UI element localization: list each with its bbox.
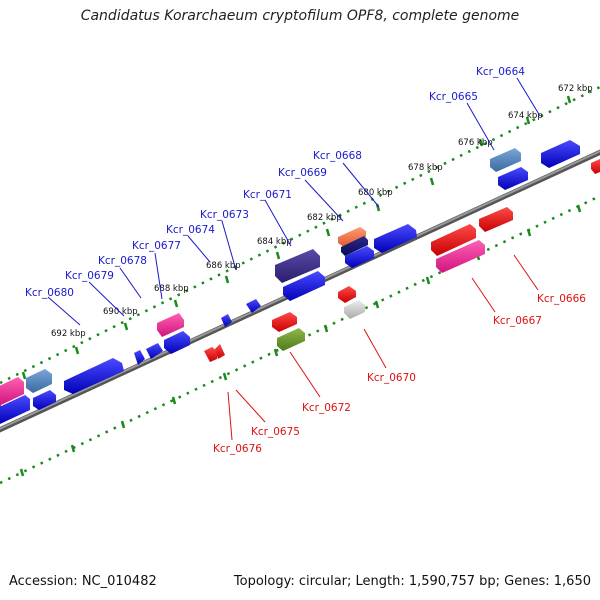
- gene-label: Kcr_0668: [313, 150, 362, 162]
- gene-feature[interactable]: [338, 227, 366, 247]
- gene-feature[interactable]: [272, 312, 297, 332]
- reverse-gene-labels: Kcr_0666 Kcr_0667 Kcr_0670 Kcr_0672 Kcr_…: [213, 293, 586, 455]
- gene-feature[interactable]: [490, 148, 521, 172]
- gene-feature[interactable]: [345, 246, 374, 268]
- reverse-genes: [204, 159, 600, 362]
- tick-label: 676 kbp: [458, 138, 493, 148]
- reverse-leaders: [227, 254, 539, 441]
- gene-feature[interactable]: [0, 377, 24, 405]
- tick-label: 674 kbp: [508, 111, 543, 121]
- outer-tick-track: [0, 85, 600, 385]
- gene-feature[interactable]: [0, 395, 30, 424]
- gene-feature[interactable]: [436, 240, 485, 273]
- gene-feature[interactable]: [146, 343, 163, 359]
- tick-label: 682 kbp: [307, 213, 342, 223]
- gene-label: Kcr_0677: [132, 240, 181, 252]
- gene-feature[interactable]: [541, 140, 580, 168]
- gene-feature[interactable]: [338, 286, 356, 303]
- gene-feature[interactable]: [591, 159, 600, 174]
- gene-label: Kcr_0680: [25, 287, 74, 299]
- gene-label: Kcr_0673: [200, 209, 249, 221]
- tick-label: 688 kbp: [154, 284, 189, 294]
- tick-label: 684 kbp: [257, 237, 292, 247]
- gene-feature[interactable]: [275, 249, 320, 283]
- genome-summary-text: Topology: circular; Length: 1,590,757 bp…: [233, 574, 591, 589]
- gene-label: Kcr_0674: [166, 224, 215, 236]
- gene-feature[interactable]: [246, 299, 261, 313]
- gene-feature[interactable]: [498, 167, 528, 190]
- tick-label: 680 kbp: [358, 188, 393, 198]
- gene-feature[interactable]: [157, 313, 184, 337]
- gene-feature[interactable]: [431, 224, 476, 256]
- gene-feature[interactable]: [341, 236, 368, 256]
- gene-label: Kcr_0675: [251, 426, 300, 438]
- forward-leaders: [47, 77, 541, 326]
- gene-feature[interactable]: [221, 314, 232, 327]
- gene-label: Kcr_0667: [493, 315, 542, 327]
- gene-feature[interactable]: [26, 369, 52, 393]
- tick-label: 692 kbp: [51, 329, 86, 339]
- gene-feature[interactable]: [283, 271, 325, 301]
- gene-label: Kcr_0664: [476, 66, 525, 78]
- gene-label: Kcr_0666: [537, 293, 586, 305]
- gene-feature[interactable]: [64, 358, 124, 394]
- tick-label: 678 kbp: [408, 163, 443, 173]
- gene-feature[interactable]: [164, 331, 190, 354]
- gene-label: Kcr_0670: [367, 372, 416, 384]
- gene-label: Kcr_0669: [278, 167, 327, 179]
- gene-feature[interactable]: [204, 347, 217, 362]
- gene-label: Kcr_0665: [429, 91, 478, 103]
- gene-feature[interactable]: [479, 207, 513, 232]
- forward-genes: [0, 140, 580, 424]
- tick-label: 672 kbp: [558, 84, 593, 94]
- map-title: Candidatus Korarchaeum cryptofilum OPF8,…: [80, 8, 520, 24]
- gene-feature[interactable]: [374, 224, 417, 253]
- gene-label: Kcr_0671: [243, 189, 292, 201]
- gene-feature[interactable]: [215, 344, 225, 359]
- gene-feature[interactable]: [344, 300, 365, 319]
- gene-feature[interactable]: [134, 350, 145, 365]
- accession-text: Accession: NC_010482: [9, 574, 157, 589]
- major-ticks: [21, 95, 572, 380]
- gene-label: Kcr_0679: [65, 270, 114, 282]
- gene-label: Kcr_0672: [302, 402, 351, 414]
- forward-gene-labels: Kcr_0664 Kcr_0665 Kcr_0668 Kcr_0669 Kcr_…: [25, 66, 525, 299]
- gene-label: Kcr_0676: [213, 443, 262, 455]
- gene-label: Kcr_0678: [98, 255, 147, 267]
- gene-feature[interactable]: [277, 328, 305, 351]
- tick-label: 686 kbp: [206, 261, 241, 271]
- gene-feature[interactable]: [33, 390, 56, 410]
